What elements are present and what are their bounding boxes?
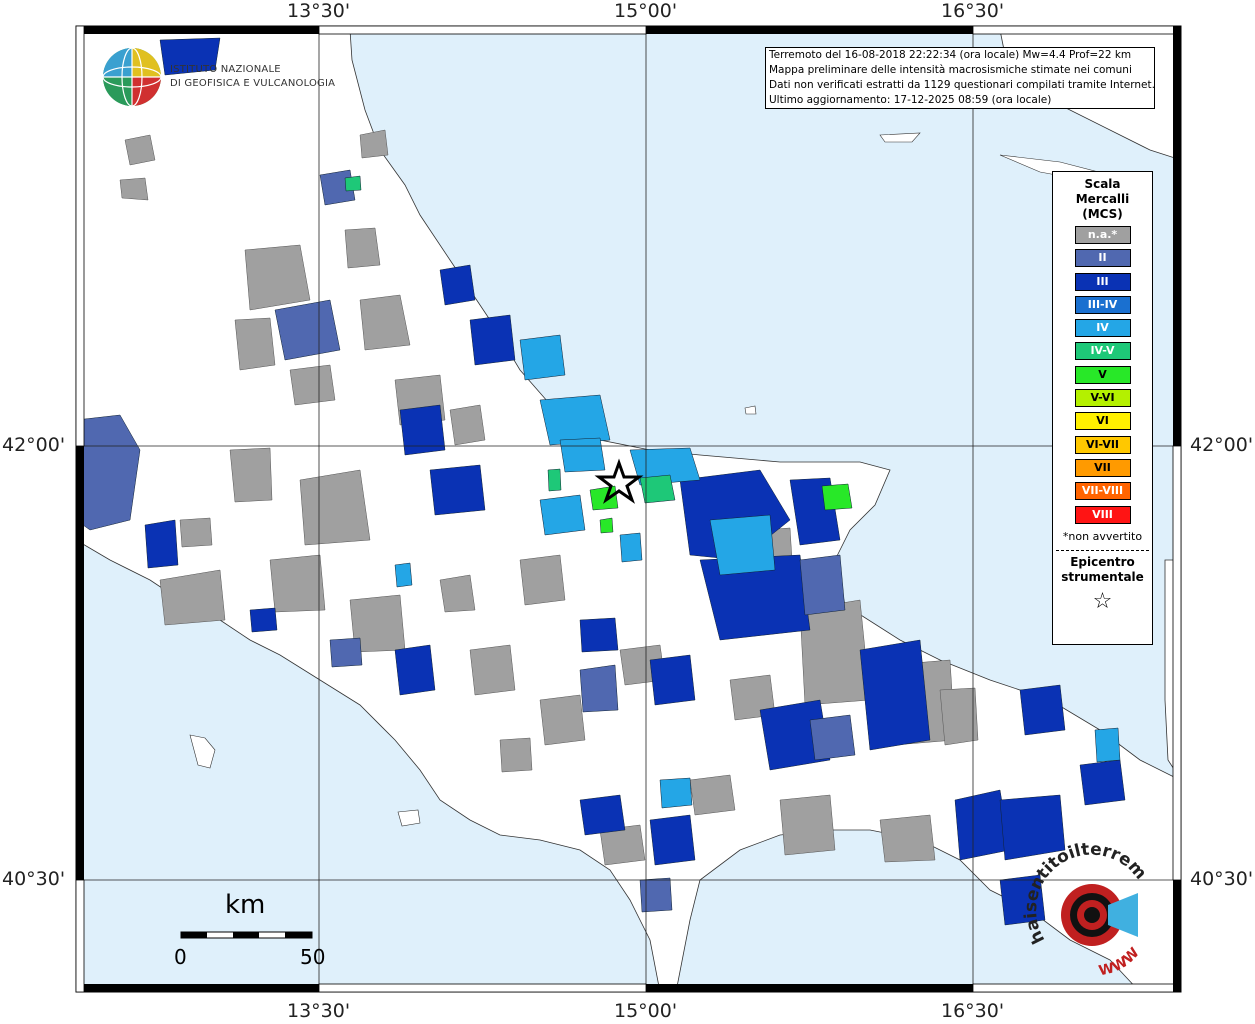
legend-note: *non avvertito — [1062, 529, 1143, 543]
legend-item-v: V — [1074, 365, 1131, 384]
legend-item-vi-vii: VI-VII — [1074, 435, 1131, 454]
legend-item-iv-v: IV-V — [1074, 342, 1131, 361]
legend-epicenter-line1: Epicentro — [1070, 554, 1135, 569]
coord-left-4030: 40°30' — [2, 868, 66, 890]
institute-line1: ISTITUTO NAZIONALE — [170, 64, 281, 75]
tremiti-islands — [744, 405, 757, 415]
event-info-line4: Ultimo aggiornamento: 17-12-2025 08:59 (… — [769, 94, 1052, 106]
legend-title: Scala Mercalli (MCS) — [1053, 177, 1152, 222]
coord-top-1500: 15°00' — [614, 0, 678, 22]
institute-line2: DI GEOFISICA E VULCANOLOGIA — [170, 78, 336, 89]
legend-title-line2: Mercalli — [1075, 192, 1130, 206]
graticule — [76, 26, 1181, 992]
coord-bottom-1500: 15°00' — [614, 1000, 678, 1022]
scale-start: 0 — [174, 945, 187, 969]
legend-title-line3: (MCS) — [1082, 207, 1123, 221]
legend-item-vi: VI — [1074, 412, 1131, 431]
legend-epicenter-line2: strumentale — [1061, 569, 1144, 584]
legend-item-vii-viii: VII-VIII — [1074, 482, 1131, 501]
event-info-box: Terremoto del 16-08-2018 22:22:34 (ora l… — [765, 47, 1155, 109]
coord-top-1630: 16°30' — [941, 0, 1005, 22]
coord-bottom-1330: 13°30' — [287, 1000, 351, 1022]
intensity-iii-areas — [144, 37, 1126, 926]
legend-item-v-vi: V-VI — [1074, 389, 1131, 408]
epicenter-star-icon — [594, 458, 644, 504]
legend-item-n-a: n.a.* — [1074, 226, 1131, 244]
legend-item-iii: III — [1074, 272, 1131, 291]
coord-right-4030: 40°30' — [1190, 868, 1254, 890]
legend-item-viii: VIII — [1074, 505, 1131, 524]
event-info-line3: Dati non verificati estratti da 1129 que… — [769, 79, 1155, 91]
scale-end: 50 — [300, 945, 326, 969]
dalmatian-island — [879, 132, 921, 143]
scale-bar — [180, 931, 313, 939]
intensity-iv-areas — [394, 334, 1121, 809]
legend-item-iii-iv: III-IV — [1074, 295, 1131, 314]
legend-items: n.a.* II III III-IV IV IV-V V V-VI VI VI-VII VII VI… — [1053, 226, 1152, 524]
legend-item-vii: VII — [1074, 458, 1131, 477]
coord-left-4200: 42°00' — [2, 434, 66, 456]
coord-top-1330: 13°30' — [287, 0, 351, 22]
legend-item-ii: II — [1074, 249, 1131, 268]
legend-star-icon: ☆ — [1092, 588, 1113, 614]
intensity-iv-v-areas — [344, 175, 676, 504]
event-info-line2: Mappa preliminare delle intensità macros… — [769, 64, 1132, 76]
map-frame — [75, 25, 1182, 993]
ponza-islands — [189, 734, 216, 769]
coord-bottom-1630: 16°30' — [941, 1000, 1005, 1022]
legend-epicenter-label: Epicentro strumentale — [1053, 555, 1152, 585]
scale-unit: km — [225, 890, 266, 920]
mcs-legend: Scala Mercalli (MCS) n.a.* II III III-IV IV I… — [1052, 171, 1153, 645]
coord-right-4200: 42°00' — [1190, 434, 1254, 456]
ingv-logo-icon — [102, 47, 162, 107]
intensity-v-areas — [589, 483, 853, 534]
legend-item-iv: IV — [1074, 319, 1131, 338]
ischia-island — [397, 809, 421, 827]
event-info-line1: Terremoto del 16-08-2018 22:22:34 (ora l… — [769, 49, 1132, 61]
institute-name: ISTITUTO NAZIONALE DI GEOFISICA E VULCAN… — [170, 63, 335, 91]
legend-title-line1: Scala — [1084, 177, 1121, 191]
legend-divider — [1056, 549, 1149, 551]
intensity-ii-areas — [75, 169, 856, 913]
